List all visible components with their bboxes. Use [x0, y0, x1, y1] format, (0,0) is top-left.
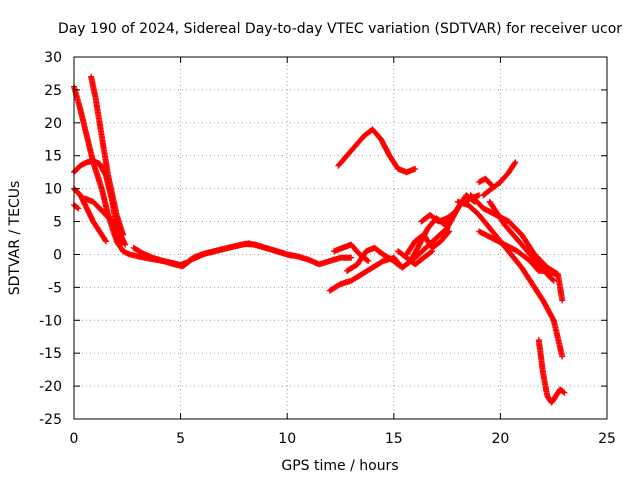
plot-frame [73, 56, 608, 420]
y-tick-label-11: 30 [44, 50, 62, 66]
y-tick-label-4: -5 [48, 280, 62, 296]
series-trace-12 [335, 126, 419, 176]
y-tick-label-7: 10 [44, 182, 62, 198]
series-trace-16 [418, 208, 459, 225]
markers-trace-16 [418, 208, 459, 225]
markers-trace-18 [476, 175, 495, 189]
series-trace-24 [535, 337, 568, 406]
y-tick-label-10: 25 [44, 83, 62, 99]
markers-trace-11 [331, 241, 372, 264]
grid [74, 57, 607, 419]
x-tick-label-1: 5 [176, 431, 185, 447]
series-trace-9 [326, 254, 397, 294]
x-tick-label-3: 15 [385, 431, 403, 447]
series-trace-6 [81, 195, 129, 248]
x-tick-label-0: 0 [70, 431, 79, 447]
y-axis: -25 -20 -15 -10 -5 0 5 10 15 20 25 30 [39, 50, 607, 428]
y-tick-label-5: 0 [53, 247, 62, 263]
y-tick-label-8: 15 [44, 149, 62, 165]
markers-trace-8 [130, 240, 295, 270]
markers-trace-6 [81, 195, 129, 248]
y-tick-label-0: -25 [39, 412, 62, 428]
x-axis-label: GPS time / hours [281, 458, 398, 474]
markers-trace-5 [88, 73, 126, 238]
markers-trace-12 [335, 126, 419, 176]
markers-trace-9 [326, 254, 397, 294]
series-trace-19 [480, 159, 519, 199]
x-axis: 0 5 10 15 20 25 [70, 57, 616, 447]
markers-trace-23 [486, 198, 557, 284]
chart-title: Day 190 of 2024, Sidereal Day-to-day VTE… [58, 21, 622, 37]
y-axis-label: SDTVAR / TECUs [7, 181, 23, 296]
markers-trace-24 [535, 337, 568, 406]
x-tick-label-2: 10 [278, 431, 296, 447]
markers-trace-19 [480, 159, 519, 199]
series-trace-23 [486, 198, 557, 284]
series-trace-5 [88, 73, 126, 238]
y-tick-label-6: 5 [53, 215, 62, 231]
y-tick-label-2: -15 [39, 346, 62, 362]
x-tick-label-5: 25 [598, 431, 616, 447]
y-tick-label-9: 20 [44, 116, 62, 132]
series-trace-17 [395, 248, 436, 268]
markers-trace-17 [395, 248, 436, 268]
x-tick-label-4: 20 [491, 431, 509, 447]
series-trace-8 [130, 240, 295, 270]
y-tick-label-3: -10 [39, 313, 62, 329]
series-trace-11 [331, 241, 372, 264]
y-tick-label-1: -20 [39, 379, 62, 395]
series-trace-18 [476, 175, 495, 189]
